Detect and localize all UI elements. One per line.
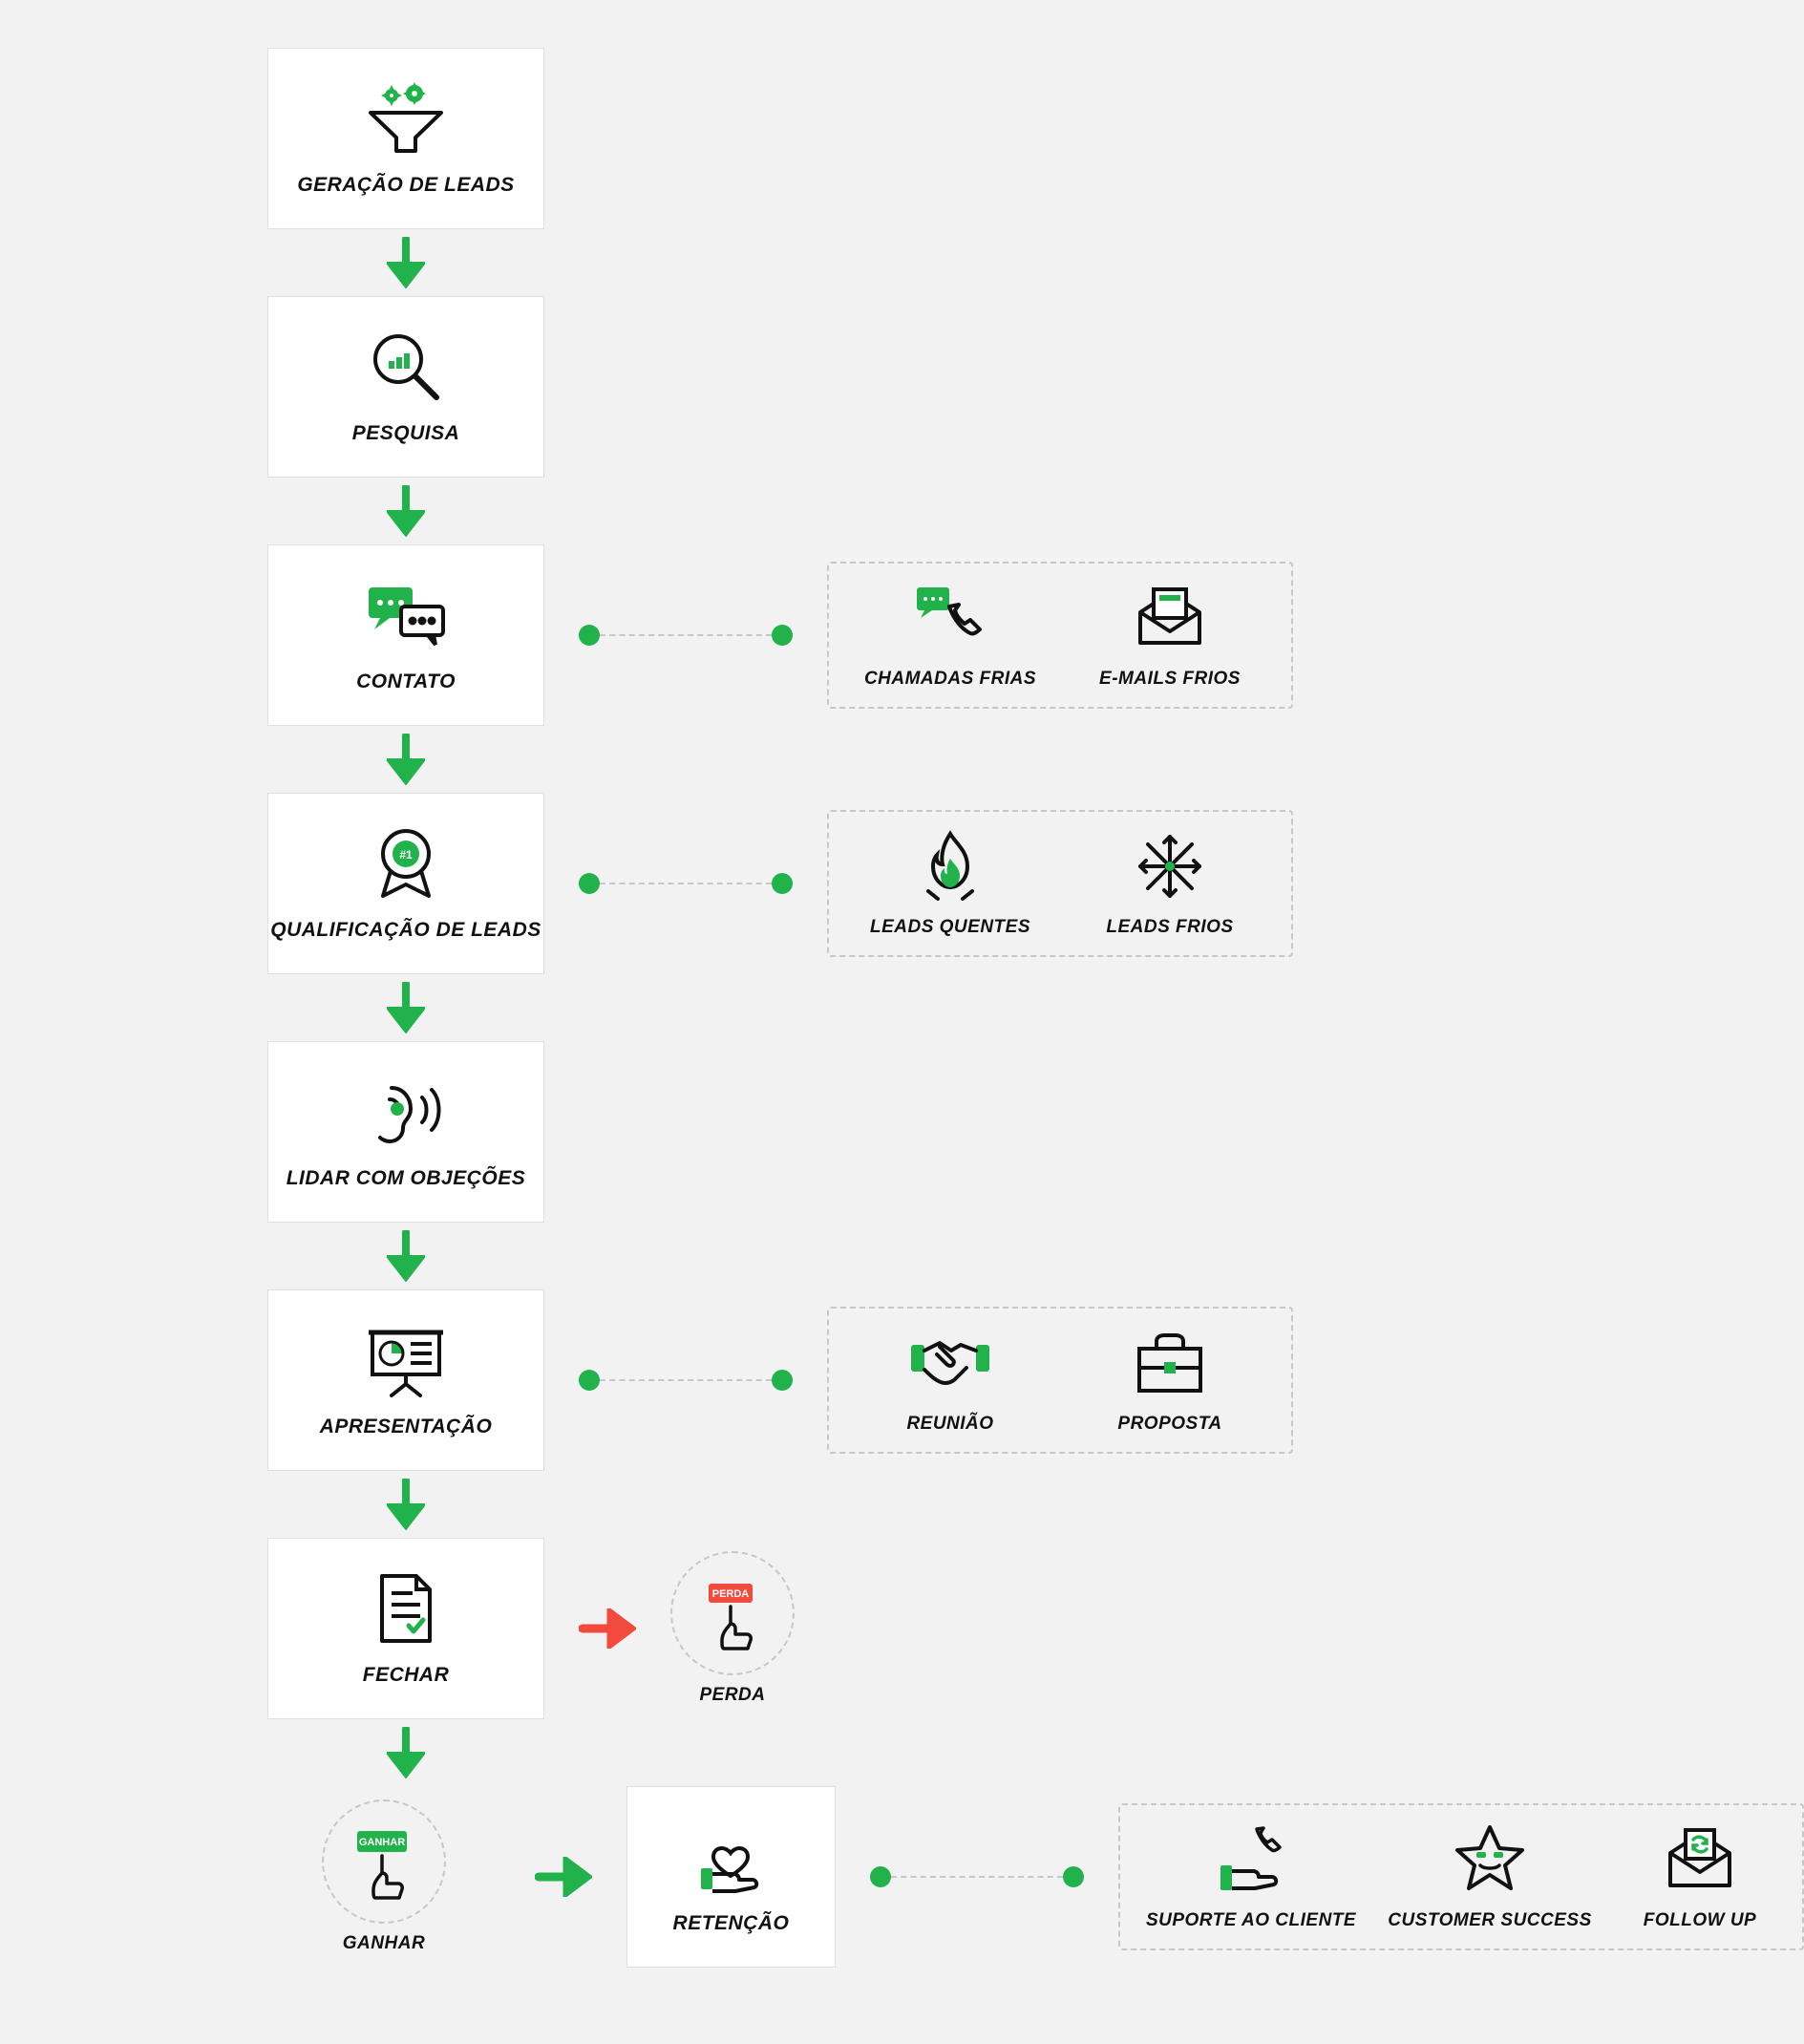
side-label: CHAMADAS FRIAS <box>864 669 1036 690</box>
connector-line <box>600 1379 772 1381</box>
side-label: LEADS QUENTES <box>870 917 1030 938</box>
side-label: CUSTOMER SUCCESS <box>1388 1910 1592 1931</box>
side-item-support: SUPORTE AO CLIENTE <box>1151 1822 1351 1931</box>
stage-label: FECHAR <box>363 1664 450 1687</box>
win-badge-text: GANHAR <box>359 1837 405 1848</box>
side-label: LEADS FRIOS <box>1106 917 1233 938</box>
side-item-followup: FOLLOW UP <box>1628 1822 1772 1931</box>
side-group-presentation: REUNIÃO PROPOSTA <box>827 1307 1293 1454</box>
side-item-cold-leads: LEADS FRIOS <box>1079 829 1261 938</box>
side-label: SUPORTE AO CLIENTE <box>1146 1910 1356 1931</box>
side-item-cold-calls: CHAMADAS FRIAS <box>860 581 1041 690</box>
outcome-label: GANHAR <box>343 1933 425 1954</box>
connector-dot-icon <box>579 1370 600 1391</box>
arrow-down-icon <box>387 237 425 288</box>
connector-dot-icon <box>1063 1866 1084 1887</box>
outcome-win: GANHAR GANHAR <box>267 1799 500 1954</box>
side-item-meeting: REUNIÃO <box>860 1326 1041 1435</box>
snowflake-icon <box>1135 829 1205 904</box>
arrow-down-icon <box>387 1727 425 1778</box>
fire-icon <box>915 829 986 904</box>
arrow-down-icon <box>387 982 425 1033</box>
arrow-right-green-icon <box>535 1857 592 1897</box>
stage-lead-generation: GERAÇÃO DE LEADS <box>267 48 544 229</box>
phone-chat-icon <box>913 581 987 655</box>
side-item-success: CUSTOMER SUCCESS <box>1390 1822 1590 1931</box>
document-check-icon <box>374 1570 437 1647</box>
chat-bubbles-icon <box>363 577 449 653</box>
handshake-icon <box>907 1326 993 1400</box>
outcome-label: PERDA <box>699 1685 765 1706</box>
stage-retention: RETENÇÃO <box>626 1786 836 1968</box>
connector-dot-icon <box>772 873 793 894</box>
dot-connector <box>870 1866 1084 1887</box>
envelope-card-icon <box>1133 581 1207 655</box>
arrow-down-icon <box>387 1230 425 1282</box>
connector-dot-icon <box>870 1866 891 1887</box>
stage-close: FECHAR <box>267 1538 544 1719</box>
star-face-icon <box>1452 1822 1528 1897</box>
side-group-contact: CHAMADAS FRIAS E-MAILS FRIOS <box>827 562 1293 709</box>
stage-label: QUALIFICAÇÃO DE LEADS <box>270 919 541 942</box>
click-win-icon: GANHAR <box>350 1823 418 1900</box>
connector-line <box>600 634 772 636</box>
connector-line <box>891 1876 1063 1878</box>
connector-line <box>600 883 772 884</box>
side-label: E-MAILS FRIOS <box>1099 669 1241 690</box>
connector-dot-icon <box>579 625 600 646</box>
stage-label: RETENÇÃO <box>673 1912 790 1935</box>
click-lose-icon: PERDA <box>699 1576 766 1650</box>
stage-presentation: APRESENTAÇÃO <box>267 1289 544 1471</box>
sales-flowchart: GERAÇÃO DE LEADS PESQUISA <box>0 0 1804 2044</box>
side-label: PROPOSTA <box>1117 1414 1221 1435</box>
stage-research: PESQUISA <box>267 296 544 478</box>
lose-badge-text: PERDA <box>712 1588 750 1600</box>
connector-dot-icon <box>772 1370 793 1391</box>
win-circle: GANHAR <box>322 1799 446 1924</box>
stage-label: PESQUISA <box>352 422 460 445</box>
stage-label: LIDAR COM OBJEÇÕES <box>287 1167 526 1190</box>
envelope-refresh-icon <box>1663 1822 1737 1897</box>
stage-label: CONTATO <box>356 671 456 693</box>
svg-text:#1: #1 <box>399 848 413 862</box>
arrow-right-red-icon <box>579 1608 636 1649</box>
arrow-down-icon <box>387 485 425 537</box>
side-item-hot-leads: LEADS QUENTES <box>860 829 1041 938</box>
stage-label: APRESENTAÇÃO <box>320 1416 493 1438</box>
connector-dot-icon <box>772 625 793 646</box>
outcome-lose: PERDA PERDA <box>670 1551 795 1706</box>
briefcase-icon <box>1132 1326 1208 1400</box>
hand-phone-icon <box>1215 1822 1287 1897</box>
dot-connector <box>579 1370 793 1391</box>
dot-connector <box>579 625 793 646</box>
stage-contact: CONTATO <box>267 544 544 726</box>
side-group-retention: SUPORTE AO CLIENTE CUSTOMER SUCCESS <box>1118 1803 1804 1950</box>
side-label: FOLLOW UP <box>1644 1910 1756 1931</box>
side-item-proposal: PROPOSTA <box>1079 1326 1261 1435</box>
hand-heart-icon <box>693 1819 768 1895</box>
ribbon-badge-icon: #1 <box>370 825 442 902</box>
stage-objections: LIDAR COM OBJEÇÕES <box>267 1041 544 1223</box>
magnifier-icon <box>368 329 444 405</box>
connector-dot-icon <box>579 873 600 894</box>
lose-circle: PERDA <box>670 1551 795 1675</box>
arrow-down-icon <box>387 734 425 785</box>
side-group-qualify: LEADS QUENTES LEADS FRIOS <box>827 810 1293 957</box>
arrow-down-icon <box>387 1479 425 1530</box>
funnel-gears-icon <box>365 80 447 157</box>
ear-signal-icon <box>363 1074 449 1150</box>
stage-label: GERAÇÃO DE LEADS <box>297 174 514 197</box>
presentation-board-icon <box>365 1322 447 1398</box>
dot-connector <box>579 873 793 894</box>
side-item-cold-emails: E-MAILS FRIOS <box>1079 581 1261 690</box>
side-label: REUNIÃO <box>906 1414 993 1435</box>
stage-qualification: #1 QUALIFICAÇÃO DE LEADS <box>267 793 544 974</box>
